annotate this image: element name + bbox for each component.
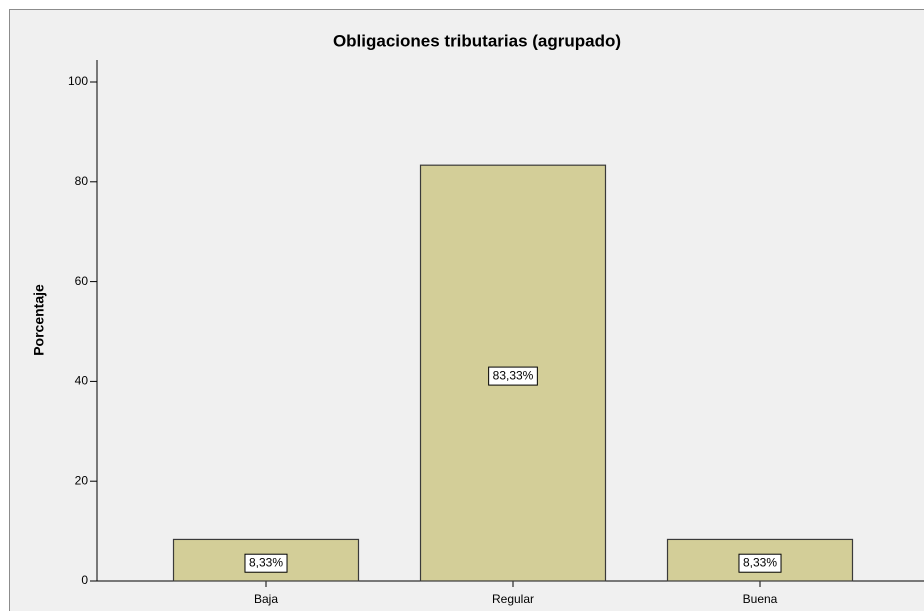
value-label: 8,33%: [743, 555, 777, 569]
x-tick-label: Regular: [492, 592, 534, 606]
value-label: 83,33%: [493, 368, 534, 382]
y-tick-label: 0: [81, 573, 88, 587]
value-label-box: [488, 366, 538, 386]
y-tick-label: 100: [68, 74, 88, 88]
y-tick-label: 20: [75, 473, 89, 487]
value-label-box: [244, 553, 288, 573]
value-label: 8,33%: [249, 555, 283, 569]
y-tick-label: 40: [75, 374, 89, 388]
x-tick-label: Buena: [743, 592, 778, 606]
y-tick-label: 80: [75, 174, 89, 188]
y-axis-label: Porcentaje: [31, 284, 47, 356]
y-tick-label: 60: [75, 274, 89, 288]
value-label-box: [738, 553, 782, 573]
bar: [172, 538, 360, 582]
x-tick-label: Baja: [254, 592, 278, 606]
chart-title: Obligaciones tributarias (agrupado): [333, 31, 621, 50]
